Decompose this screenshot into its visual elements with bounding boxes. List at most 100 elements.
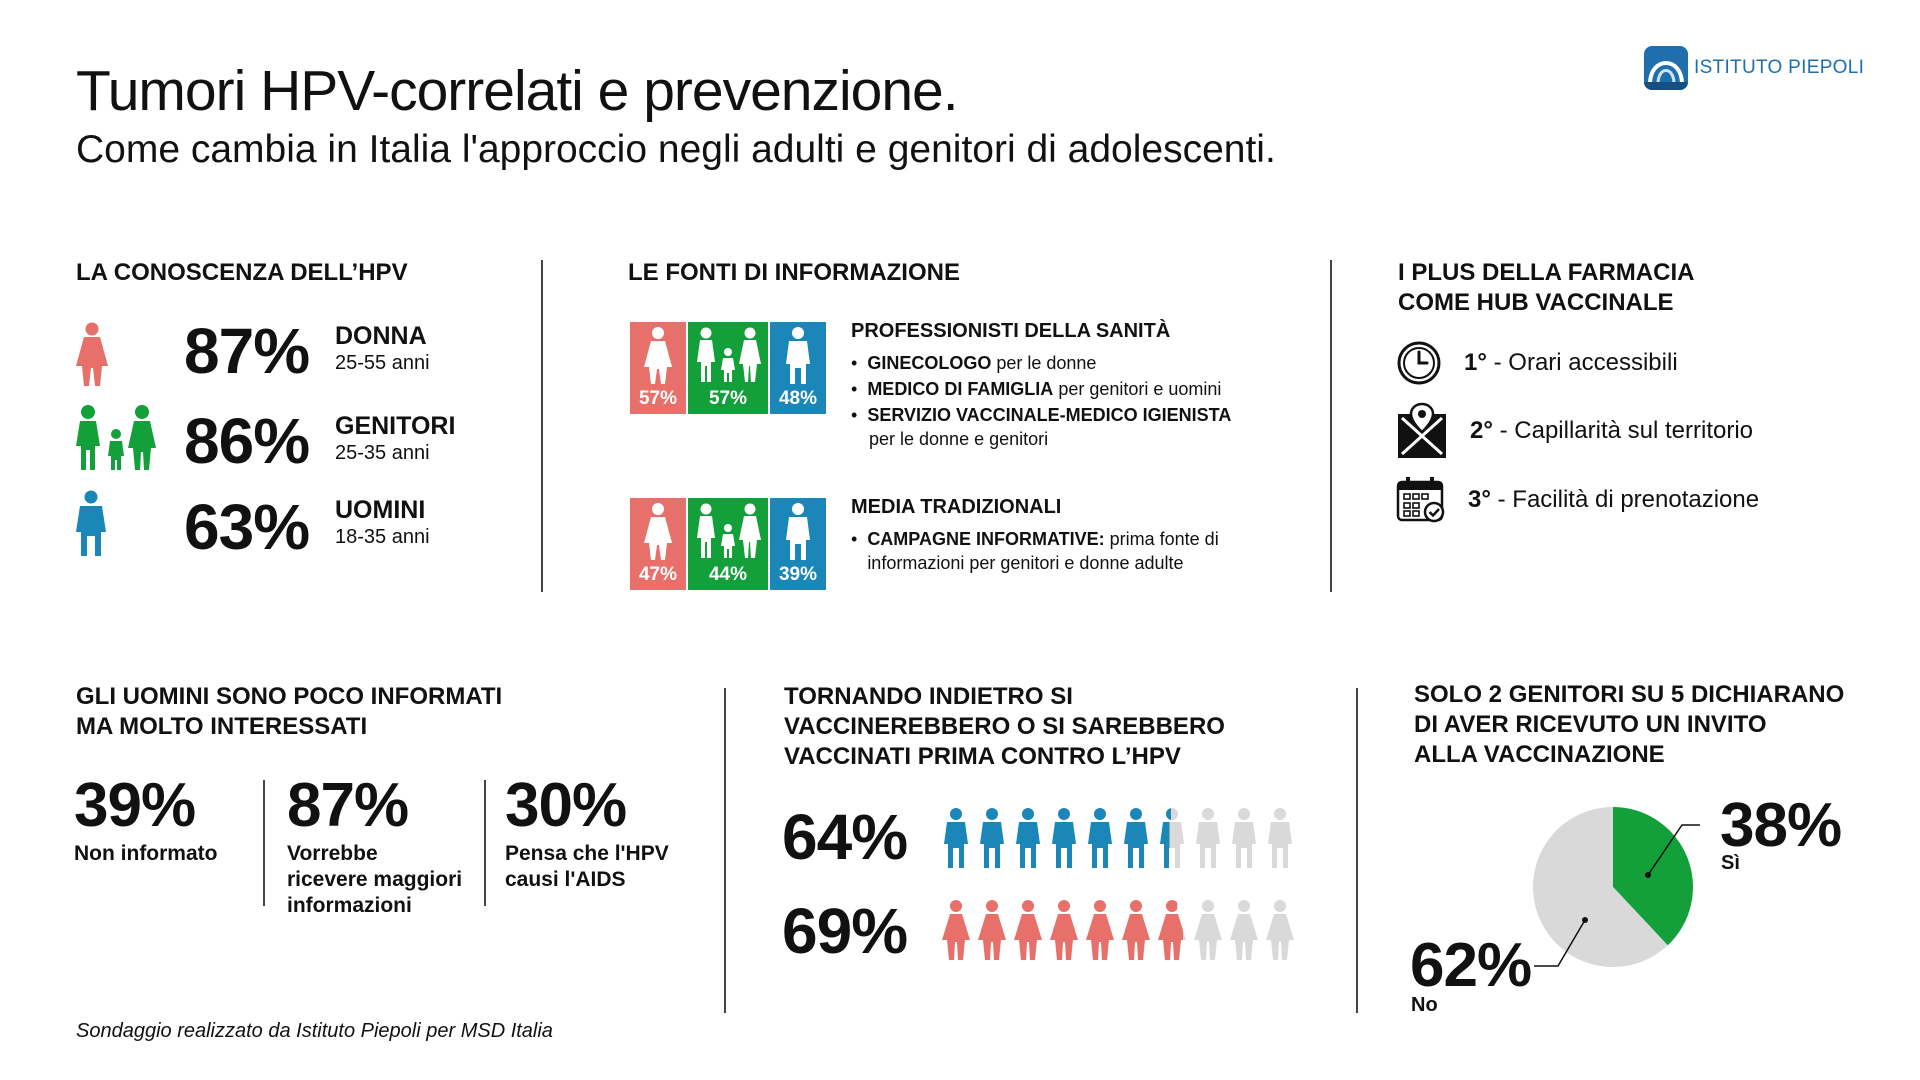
divider xyxy=(1330,260,1332,592)
page-title: Tumori HPV-correlati e prevenzione. xyxy=(76,59,959,123)
pie-leader-lines xyxy=(1534,824,1700,967)
men-stat: 30% Pensa che l'HPV causi l'AIDS xyxy=(505,771,669,891)
brand-logo: ISTITUTO PIEPOLI xyxy=(1644,46,1864,90)
invite-yes-label: Sì xyxy=(1721,852,1740,874)
source-block-title: MEDIA TRADIZIONALI xyxy=(851,496,1062,518)
pharmacy-item: 2° - Capillarità sul territorio xyxy=(1396,402,1753,460)
pharmacy-heading: I PLUS DELLA FARMACIA COME HUB VACCINALE xyxy=(1398,259,1695,316)
pharmacy-item: 1° - Orari accessibili xyxy=(1396,340,1678,386)
pictogram-row-women xyxy=(938,900,1298,964)
list-item: • GINECOLOGO per le donne xyxy=(851,353,1097,373)
calendar-check-icon xyxy=(1396,477,1445,523)
pictogram-person xyxy=(1196,808,1220,868)
invite-pie-chart xyxy=(1533,807,1693,967)
pictogram-person xyxy=(1160,808,1184,868)
map-pin-icon xyxy=(1398,402,1446,458)
source-pct-men: 48% xyxy=(778,388,818,409)
pictogram-person xyxy=(1124,808,1148,868)
pictogram-person xyxy=(942,900,970,960)
pictogram-person xyxy=(1266,900,1294,960)
knowledge-heading: LA CONOSCENZA DELL’HPV xyxy=(76,259,408,286)
knowledge-pct-women: 87% xyxy=(184,315,310,387)
list-item: • CAMPAGNE INFORMATIVE: prima fonte di i… xyxy=(851,529,1219,573)
source-block-media: MEDIA TRADIZIONALI • CAMPAGNE INFORMATIV… xyxy=(851,496,1271,575)
divider xyxy=(724,688,726,1013)
pictogram-person xyxy=(1050,900,1078,960)
source-tile-men: 48% xyxy=(770,322,826,414)
pie-slice-yes xyxy=(1613,807,1693,946)
pictogram-person xyxy=(978,900,1006,960)
family-icon xyxy=(76,404,156,475)
man-icon xyxy=(786,327,810,384)
pictogram-person xyxy=(944,808,968,868)
back-pct-men: 64% xyxy=(782,801,908,873)
back-pct-women: 69% xyxy=(782,895,908,967)
divider xyxy=(484,780,486,906)
clock-icon xyxy=(1397,341,1441,385)
pictogram-person xyxy=(980,808,1004,868)
family-icon xyxy=(697,327,761,382)
pictogram-person xyxy=(1086,900,1114,960)
pictogram-row-men xyxy=(938,808,1298,872)
man-icon xyxy=(786,503,810,560)
brand-name: ISTITUTO PIEPOLI xyxy=(1694,57,1865,78)
back-heading: TORNANDO INDIETRO SI VACCINEREBBERO O SI… xyxy=(784,683,1225,770)
list-item: • MEDICO DI FAMIGLIA per genitori e uomi… xyxy=(851,379,1222,399)
source-pct-parents: 44% xyxy=(708,564,748,585)
knowledge-label-parents: GENITORI xyxy=(335,412,456,440)
pictogram-person xyxy=(1232,808,1256,868)
divider xyxy=(263,780,265,906)
source-pct-women: 47% xyxy=(638,564,678,585)
pictogram-person xyxy=(1014,900,1042,960)
list-item: • SERVIZIO VACCINALE-MEDICO IGIENISTA per… xyxy=(851,405,1232,449)
page-subtitle: Come cambia in Italia l'approccio negli … xyxy=(76,128,1276,171)
men-heading: GLI UOMINI SONO POCO INFORMATI MA MOLTO … xyxy=(76,683,503,740)
divider xyxy=(1356,688,1358,1013)
footer-note: Sondaggio realizzato da Istituto Piepoli… xyxy=(76,1020,553,1042)
pictogram-person xyxy=(1122,900,1150,960)
invite-no-pct: 62% xyxy=(1410,931,1532,1000)
pharmacy-item-text: 1° - Orari accessibili xyxy=(1464,349,1678,376)
pictogram-person xyxy=(1088,808,1112,868)
knowledge-age-parents: 25-35 anni xyxy=(335,442,430,464)
men-stat: 87% Vorrebbe ricevere maggiori informazi… xyxy=(287,771,463,917)
pharmacy-item-text: 2° - Capillarità sul territorio xyxy=(1470,417,1754,444)
source-block-professionals: PROFESSIONISTI DELLA SANITÀ • GINECOLOGO… xyxy=(851,320,1271,451)
invite-heading: SOLO 2 GENITORI SU 5 DICHIARANO DI AVER … xyxy=(1414,681,1845,768)
knowledge-pct-men: 63% xyxy=(184,491,310,563)
pharmacy-item: 3° - Facilità di prenotazione xyxy=(1396,476,1759,524)
knowledge-label-women: DONNA xyxy=(335,322,427,350)
woman-icon xyxy=(74,322,110,391)
pictogram-person xyxy=(1052,808,1076,868)
woman-icon xyxy=(644,327,672,384)
source-block-title: PROFESSIONISTI DELLA SANITÀ xyxy=(851,320,1171,342)
pictogram-person xyxy=(1268,808,1292,868)
knowledge-label-men: UOMINI xyxy=(335,496,426,524)
knowledge-age-men: 18-35 anni xyxy=(335,526,430,548)
invite-yes-pct: 38% xyxy=(1720,791,1842,860)
source-pct-women: 57% xyxy=(638,388,678,409)
source-tile-women: 57% xyxy=(630,322,686,414)
knowledge-pct-parents: 86% xyxy=(184,405,310,477)
brand-mark-icon xyxy=(1644,46,1688,90)
source-pct-parents: 57% xyxy=(708,388,748,409)
pie-slice-no xyxy=(1533,807,1668,967)
pictogram-person xyxy=(1158,900,1186,960)
woman-icon xyxy=(644,503,672,560)
family-icon xyxy=(697,503,761,558)
men-stat: 39% Non informato xyxy=(74,771,218,865)
pictogram-person xyxy=(1194,900,1222,960)
pictogram-person xyxy=(1016,808,1040,868)
source-tile-women: 47% xyxy=(630,498,686,590)
source-tile-men: 39% xyxy=(770,498,826,590)
man-icon xyxy=(76,490,106,561)
pictogram-person xyxy=(1230,900,1258,960)
source-tile-parents: 57% xyxy=(688,322,768,414)
divider xyxy=(541,260,543,592)
knowledge-age-women: 25-55 anni xyxy=(335,352,430,374)
source-tile-parents: 44% xyxy=(688,498,768,590)
invite-no-label: No xyxy=(1411,994,1438,1016)
sources-heading: LE FONTI DI INFORMAZIONE xyxy=(628,259,960,286)
pharmacy-item-text: 3° - Facilità di prenotazione xyxy=(1468,486,1760,513)
source-pct-men: 39% xyxy=(778,564,818,585)
